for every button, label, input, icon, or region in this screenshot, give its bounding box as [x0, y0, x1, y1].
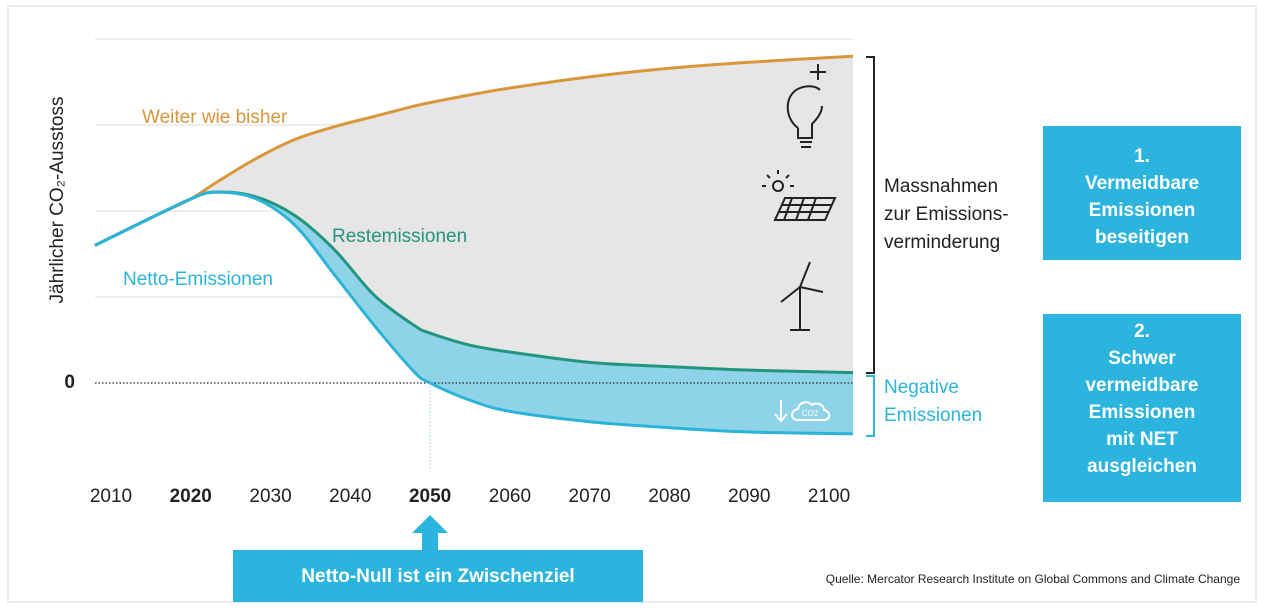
x-tick-label: 2020: [170, 486, 212, 507]
annotation: Massnahmen: [884, 176, 998, 197]
box-text: Schwer: [1108, 348, 1176, 369]
x-tick-label: 2030: [249, 486, 291, 507]
series-label: Weiter wie bisher: [142, 107, 288, 128]
info-box: [1043, 314, 1241, 502]
callout-text: Netto-Null ist ein Zwischenziel: [301, 566, 574, 587]
area: [95, 191, 853, 434]
source: Quelle: Mercator Research Institute on G…: [826, 572, 1241, 586]
box-text: Emissionen: [1089, 200, 1196, 221]
annotation: Emissionen: [884, 405, 982, 426]
box-text: beseitigen: [1095, 227, 1189, 248]
box-text: Emissionen: [1089, 402, 1196, 423]
area: [95, 56, 853, 373]
annotation: Negative: [884, 377, 959, 398]
box-text: vermeidbare: [1085, 375, 1198, 396]
x-tick-label: 2010: [90, 486, 132, 507]
icons: [762, 64, 837, 423]
box-text: 1.: [1134, 146, 1150, 167]
series-label: Netto-Emissionen: [123, 269, 273, 290]
y-axis-label: Jährlicher CO₂-Ausstoss: [47, 97, 68, 304]
icon-text: CO2: [802, 409, 819, 418]
annotation: zur Emissions-: [884, 204, 1009, 225]
x-tick-label: 2070: [569, 486, 611, 507]
line: [94, 54, 854, 247]
bracket: [866, 56, 875, 374]
bracket-negative: [866, 375, 875, 437]
x-tick-label: 2040: [329, 486, 371, 507]
callout-box: [233, 550, 643, 602]
x-tick-label: 2080: [648, 486, 690, 507]
annotation: verminderung: [884, 232, 1000, 253]
box-text: 2.: [1134, 321, 1150, 342]
box-text: Vermeidbare: [1085, 173, 1199, 194]
series-label: Restemissionen: [332, 226, 467, 247]
box-text: ausgleichen: [1087, 456, 1197, 477]
line: [94, 190, 854, 436]
y-tick-label: 0: [64, 372, 75, 393]
arrow: [412, 515, 448, 550]
box-text: mit NET: [1106, 429, 1178, 450]
x-tick-label: 2090: [728, 486, 770, 507]
x-tick-label: 2100: [808, 486, 850, 507]
x-tick-label: 2060: [489, 486, 531, 507]
x-tick-label: 2050: [409, 486, 451, 507]
plot: 0 Weiter wie bisher Restemissionen Netto-Em…: [64, 38, 854, 507]
info-box: [1043, 126, 1241, 260]
